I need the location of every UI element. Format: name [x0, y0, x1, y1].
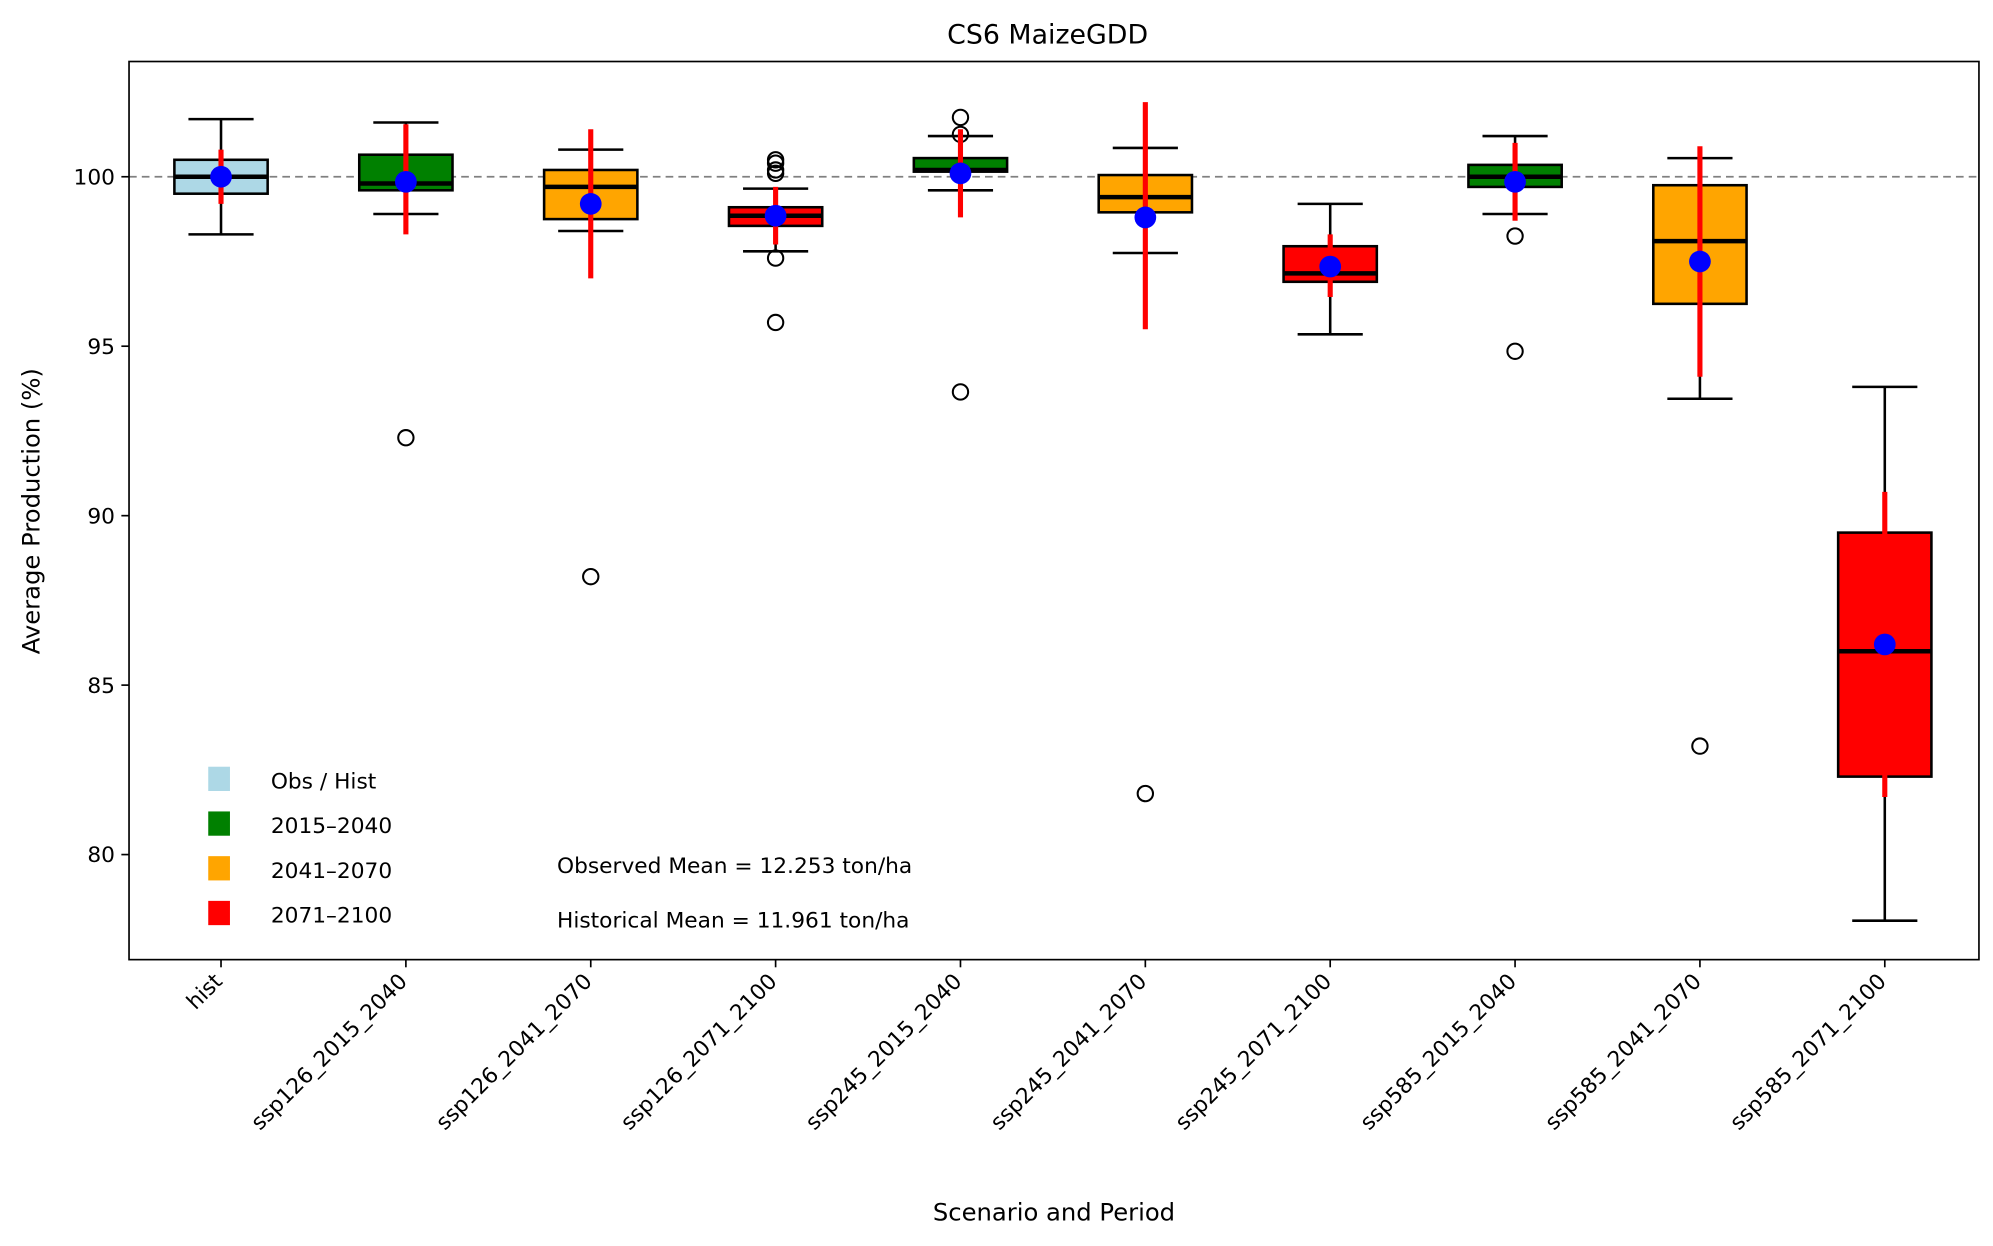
x-axis-label: Scenario and Period [933, 1197, 1175, 1226]
box-ssp245_2041_2070 [1097, 102, 1194, 803]
box-ssp245_2071_2100 [1282, 202, 1379, 336]
y-tick-label: 95 [87, 335, 115, 360]
mean-marker [764, 204, 787, 227]
mean-marker [1689, 250, 1711, 273]
legend-swatch [208, 811, 230, 836]
outlier-point [1506, 342, 1524, 360]
y-tick-label: 100 [74, 165, 115, 190]
mean-marker [1873, 633, 1896, 656]
box-ssp245_2015_2040 [912, 108, 1009, 401]
mean-marker [1504, 170, 1526, 193]
outlier-point [582, 567, 600, 586]
plot-area [129, 102, 1979, 922]
legend-label: 2071–2100 [271, 904, 392, 929]
y-tick-label: 90 [87, 504, 115, 529]
box-ssp585_2015_2040 [1467, 134, 1563, 360]
box-ssp126_2041_2070 [542, 129, 639, 586]
mean-marker [1319, 255, 1342, 278]
legend-label: 2015–2040 [271, 814, 392, 839]
box-ssp585_2041_2070 [1652, 146, 1748, 755]
mean-marker [395, 170, 417, 193]
outlier-point [1136, 784, 1155, 803]
annotation-observed-mean: Observed Mean = 12.253 ton/ha [557, 854, 912, 879]
outlier-point [1506, 227, 1524, 245]
outlier-point [766, 249, 785, 267]
mean-marker [210, 165, 232, 188]
legend: Obs / Hist 2015–2040 2041–2070 2071–2100 [208, 766, 392, 929]
annotation-historical-mean: Historical Mean = 11.961 ton/ha [557, 909, 909, 934]
y-axis-label: Average Production (%) [17, 368, 46, 654]
outlier-point [766, 313, 785, 332]
y-axis: 80 85 90 95 100 [74, 165, 130, 868]
mean-marker [949, 162, 972, 185]
box-ssp126_2015_2040 [357, 121, 454, 447]
legend-swatch [208, 900, 230, 926]
legend-label: Obs / Hist [271, 769, 376, 794]
outlier-point [951, 108, 970, 127]
plot-frame [128, 60, 1980, 961]
box-ssp585_2071_2100 [1836, 385, 1933, 922]
mean-marker [1134, 206, 1157, 229]
box-hist [173, 117, 269, 236]
y-tick-label: 80 [87, 843, 115, 868]
y-tick-label: 85 [87, 674, 115, 699]
mean-marker [579, 192, 602, 215]
outlier-point [766, 154, 785, 172]
outlier-point [766, 164, 785, 183]
legend-swatch [208, 856, 230, 881]
outlier-point [951, 383, 970, 401]
outlier-point [397, 429, 415, 447]
legend-label: 2041–2070 [271, 859, 392, 884]
outlier-point [1691, 737, 1709, 755]
legend-swatch [208, 766, 230, 791]
chart-title: CS6 MaizeGDD [947, 20, 1148, 51]
box-ssp126_2071_2100 [727, 151, 824, 332]
